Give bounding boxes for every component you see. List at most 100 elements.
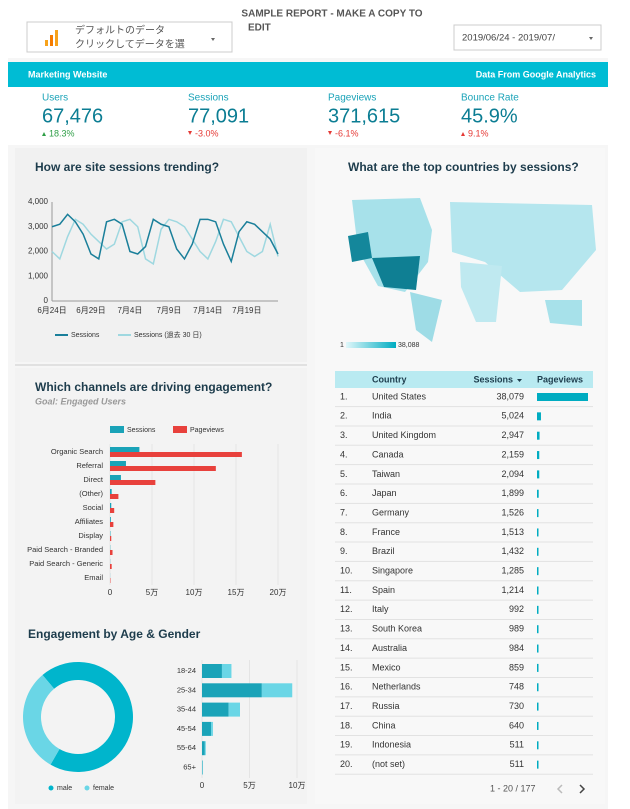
y-tick-label: (Other) [79,489,103,498]
y-tick-label: Paid Search - Branded [27,545,103,554]
pageviews-bar [537,567,539,576]
x-tick-label: 5万 [243,781,255,790]
trend-arrow [328,131,332,135]
x-tick-label: 6月29日 [76,306,105,315]
country: (not set) [372,759,405,769]
sessions: 511 [510,759,524,769]
map-legend-min: 1 [340,342,344,349]
kpi-change: -6.1% [335,128,359,138]
panel [15,368,307,804]
pageviews-bar [537,702,539,711]
chart-title: How are site sessions trending? [35,160,219,174]
chart-title: What are the top countries by sessions? [348,160,579,174]
rank: 19. [340,740,353,750]
country: Netherlands [372,682,421,692]
site-name: Marketing Website [28,69,107,79]
country: Japan [372,488,397,498]
pageviews-bar [537,412,541,421]
pageviews-bar [537,528,539,537]
bar [110,466,216,471]
kpi-label: Bounce Rate [461,93,519,104]
legend-swatch [173,426,187,433]
column-header[interactable]: Country [372,374,407,384]
legend-label: female [93,785,114,792]
pageviews-bar [537,451,540,460]
column-header[interactable]: Sessions [473,374,513,384]
x-tick-label: 6月24日 [37,306,66,315]
report-title: EDIT [248,23,271,34]
map-legend-bar [346,342,396,348]
column-header[interactable]: Pageviews [537,374,583,384]
pageviews-bar [537,644,539,653]
country: Italy [372,604,389,614]
pageviews-bar [537,489,539,498]
rank: 2. [340,411,348,421]
continent-highlight [372,256,420,290]
dropdown-arrow [211,38,215,41]
rank: 10. [340,566,353,576]
sessions: 989 [509,624,524,634]
bar [110,452,242,457]
rank: 17. [340,701,353,711]
country: Taiwan [372,469,400,479]
bar [204,741,206,756]
bar [110,564,112,569]
sessions: 640 [509,720,524,730]
sort-icon [517,379,522,382]
pageviews-bar [537,509,539,518]
pageviews-bar [537,547,539,556]
bar [202,683,262,698]
bar [110,447,140,452]
x-tick-label: 7月19日 [232,306,261,315]
sessions: 1,214 [501,585,524,595]
panel [15,148,307,362]
kpi-label: Sessions [188,93,229,104]
y-tick-label: 4,000 [28,197,49,206]
icon [55,30,58,46]
country: Spain [372,585,395,595]
legend-label: Pageviews [190,427,224,434]
pageviews-bar [537,663,539,672]
chart-subtitle: Goal: Engaged Users [35,396,126,406]
legend-swatch [84,785,90,791]
sessions: 2,094 [501,469,524,479]
kpi-value: 77,091 [188,105,249,127]
datasource-text: デフォルトのデータ [75,24,165,37]
rank: 11. [340,585,352,595]
legend-label: male [57,785,72,792]
country: Germany [372,507,410,517]
sessions: 748 [509,682,524,692]
y-tick-label: Referral [76,461,103,470]
y-tick-label: 18-24 [177,666,196,675]
next-page[interactable] [579,784,586,794]
pageviews-bar [537,721,539,730]
table-header [335,371,593,388]
y-tick-label: 0 [44,296,49,305]
sessions: 730 [509,701,524,711]
dropdown-box[interactable] [26,21,233,53]
prev-page[interactable] [556,784,563,794]
x-tick-label: 15万 [228,588,245,597]
datasource-selector[interactable]: デフォルトのデータ クリックしてデータを選 [26,21,233,53]
pageviews-bar [537,683,539,692]
rank: 18. [340,720,353,730]
y-tick-label: Display [78,531,103,540]
country: United States [372,391,427,401]
dropdown-box[interactable] [453,24,602,51]
rank: 8. [340,527,348,537]
bar [110,517,111,522]
bar [202,664,222,678]
line [51,218,279,266]
date-selector[interactable]: 2019/06/24 - 2019/07/ [453,24,602,51]
country: Russia [372,701,400,711]
bar [228,702,240,717]
rank: 20. [340,759,353,769]
y-tick-label: Direct [83,475,104,484]
bar [110,550,113,555]
bar [110,508,115,513]
bar [110,494,119,499]
kpi-label: Pageviews [328,93,376,104]
legend-label: Sessions (過去 30 日) [134,330,202,339]
continent [410,292,442,342]
